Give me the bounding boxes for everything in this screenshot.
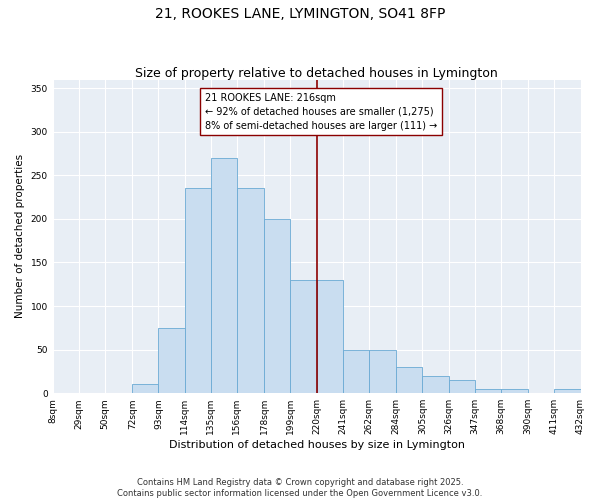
Title: Size of property relative to detached houses in Lymington: Size of property relative to detached ho… xyxy=(135,66,498,80)
Bar xyxy=(449,380,475,393)
Y-axis label: Number of detached properties: Number of detached properties xyxy=(15,154,25,318)
Bar xyxy=(369,350,396,393)
Bar xyxy=(211,158,237,393)
Text: 21, ROOKES LANE, LYMINGTON, SO41 8FP: 21, ROOKES LANE, LYMINGTON, SO41 8FP xyxy=(155,8,445,22)
Bar xyxy=(237,188,264,393)
Bar xyxy=(185,188,211,393)
Bar xyxy=(317,280,343,393)
Bar xyxy=(133,384,158,393)
Text: 21 ROOKES LANE: 216sqm
← 92% of detached houses are smaller (1,275)
8% of semi-d: 21 ROOKES LANE: 216sqm ← 92% of detached… xyxy=(205,92,437,130)
Bar xyxy=(475,389,501,393)
Bar xyxy=(396,367,422,393)
Bar xyxy=(290,280,317,393)
Text: Contains HM Land Registry data © Crown copyright and database right 2025.
Contai: Contains HM Land Registry data © Crown c… xyxy=(118,478,482,498)
Bar xyxy=(501,389,528,393)
Bar xyxy=(422,376,449,393)
Bar xyxy=(554,389,581,393)
X-axis label: Distribution of detached houses by size in Lymington: Distribution of detached houses by size … xyxy=(169,440,464,450)
Bar xyxy=(264,219,290,393)
Bar xyxy=(158,328,185,393)
Bar xyxy=(343,350,369,393)
